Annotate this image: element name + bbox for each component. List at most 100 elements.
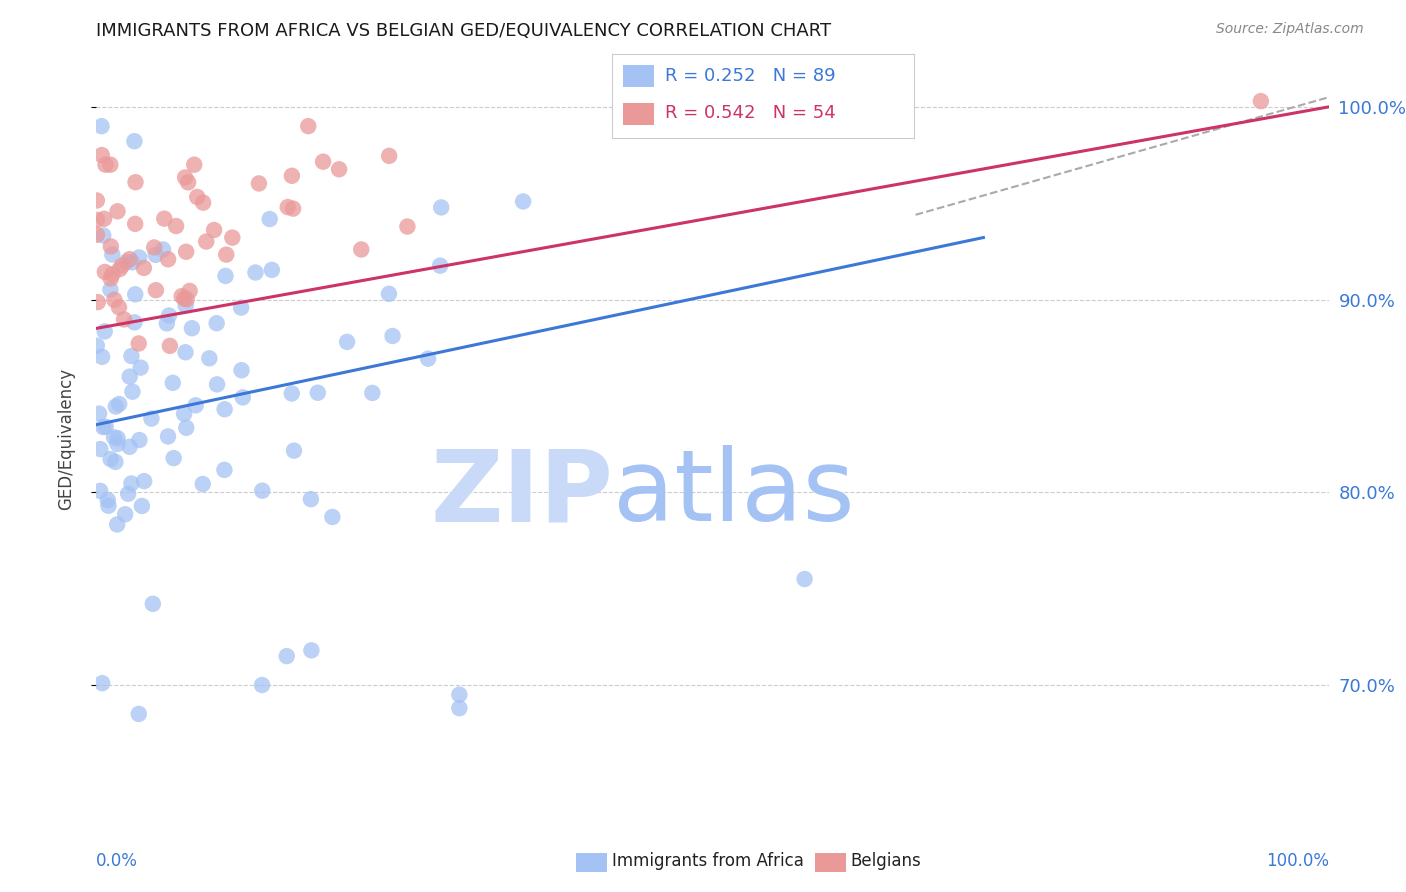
- Point: [299, 643, 322, 657]
- Point: [1250, 94, 1272, 108]
- Point: [94, 158, 117, 172]
- Point: [378, 149, 401, 163]
- Point: [157, 252, 180, 267]
- Text: 0.0%: 0.0%: [96, 852, 138, 870]
- Point: [174, 170, 197, 185]
- Point: [89, 442, 111, 456]
- Point: [276, 649, 298, 664]
- Point: [100, 239, 122, 253]
- Point: [128, 336, 150, 351]
- Point: [111, 259, 134, 273]
- Point: [214, 268, 236, 283]
- Point: [170, 289, 193, 303]
- Point: [430, 201, 453, 215]
- Point: [86, 339, 108, 353]
- Point: [108, 300, 131, 314]
- Point: [124, 134, 146, 148]
- Point: [260, 263, 283, 277]
- Point: [100, 452, 122, 467]
- Point: [252, 483, 274, 498]
- Point: [247, 177, 270, 191]
- Text: Source: ZipAtlas.com: Source: ZipAtlas.com: [1216, 22, 1364, 37]
- Text: R = 0.542   N = 54: R = 0.542 N = 54: [665, 104, 835, 122]
- Point: [793, 572, 815, 586]
- Point: [176, 293, 198, 307]
- Point: [214, 463, 236, 477]
- Point: [91, 420, 114, 434]
- Point: [381, 329, 404, 343]
- Point: [145, 283, 167, 297]
- Point: [94, 265, 117, 279]
- Point: [124, 287, 146, 301]
- Point: [173, 407, 195, 421]
- Point: [97, 493, 120, 508]
- Point: [350, 243, 373, 257]
- Point: [107, 204, 129, 219]
- Point: [94, 420, 117, 434]
- Point: [157, 309, 180, 323]
- Point: [165, 219, 187, 233]
- Point: [312, 154, 335, 169]
- Point: [128, 433, 150, 447]
- Point: [245, 266, 267, 280]
- Point: [94, 324, 117, 338]
- Point: [86, 227, 108, 242]
- Point: [174, 298, 197, 312]
- Point: [215, 247, 238, 261]
- Point: [129, 360, 152, 375]
- Point: [512, 194, 534, 209]
- Point: [128, 251, 150, 265]
- Point: [195, 235, 218, 249]
- Point: [104, 400, 127, 414]
- Point: [163, 451, 186, 466]
- Point: [152, 243, 174, 257]
- Point: [100, 158, 122, 172]
- Point: [118, 440, 141, 454]
- Text: 100.0%: 100.0%: [1265, 852, 1329, 870]
- Point: [297, 119, 319, 133]
- Text: ZIP: ZIP: [430, 445, 613, 542]
- Point: [336, 334, 359, 349]
- Point: [103, 430, 125, 444]
- Point: [202, 223, 225, 237]
- Point: [115, 255, 138, 269]
- Point: [180, 321, 202, 335]
- Point: [120, 349, 142, 363]
- Point: [277, 200, 299, 214]
- Point: [103, 293, 125, 307]
- Point: [90, 119, 112, 133]
- Point: [131, 499, 153, 513]
- Point: [86, 212, 108, 227]
- Point: [100, 271, 122, 285]
- Point: [396, 219, 419, 234]
- Point: [141, 411, 163, 425]
- Point: [177, 175, 200, 189]
- Point: [281, 386, 304, 401]
- Point: [183, 158, 205, 172]
- Point: [108, 397, 131, 411]
- Point: [259, 212, 281, 227]
- Point: [121, 255, 143, 269]
- Point: [90, 148, 112, 162]
- Point: [134, 474, 156, 488]
- Point: [132, 260, 155, 275]
- Point: [173, 292, 195, 306]
- Point: [214, 402, 236, 417]
- Point: [416, 351, 439, 366]
- Point: [145, 248, 167, 262]
- Point: [283, 443, 305, 458]
- Point: [232, 390, 254, 404]
- Point: [281, 169, 304, 183]
- Y-axis label: GED/Equivalency: GED/Equivalency: [56, 368, 75, 510]
- Point: [108, 262, 131, 277]
- Point: [124, 175, 146, 189]
- Point: [93, 211, 115, 226]
- Point: [361, 385, 384, 400]
- Point: [186, 190, 208, 204]
- Point: [87, 295, 110, 310]
- Point: [449, 688, 471, 702]
- Point: [97, 499, 120, 513]
- Point: [157, 429, 180, 443]
- Point: [104, 455, 127, 469]
- Point: [87, 407, 110, 421]
